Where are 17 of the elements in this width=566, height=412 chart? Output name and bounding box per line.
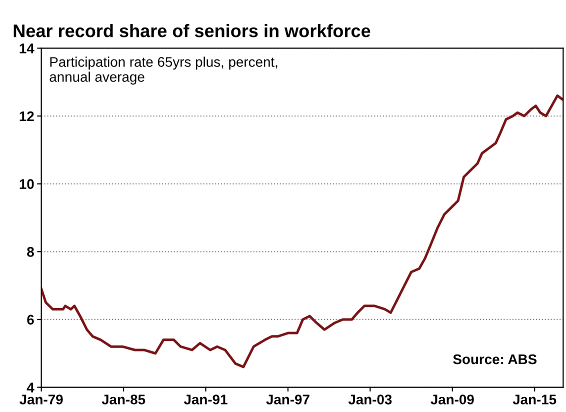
y-tick-label: 4 <box>26 382 34 392</box>
x-tick-label: Jan-97 <box>266 394 310 404</box>
chart-title: Near record share of seniors in workforce <box>14 24 370 38</box>
y-tick-label: 6 <box>27 314 34 325</box>
x-tick-label: Jan-85 <box>102 394 146 404</box>
y-tick-label: 12 <box>20 111 34 122</box>
annotation: Source: ABS <box>453 354 537 364</box>
line-series <box>41 94 564 368</box>
annotation: Participation rate 65yrs plus, percent, annual average <box>50 56 278 85</box>
x-tick-label: Jan-79 <box>20 394 63 404</box>
y-tick-label: 14 <box>20 44 34 54</box>
x-tick-label: Jan-15 <box>512 394 556 404</box>
x-tick-label: Jan-91 <box>184 394 228 404</box>
x-tick-label: Jan-09 <box>430 394 474 404</box>
y-tick-label: 10 <box>20 179 34 190</box>
y-tick-label: 8 <box>27 246 34 257</box>
x-tick-label: Jan-03 <box>348 394 392 404</box>
